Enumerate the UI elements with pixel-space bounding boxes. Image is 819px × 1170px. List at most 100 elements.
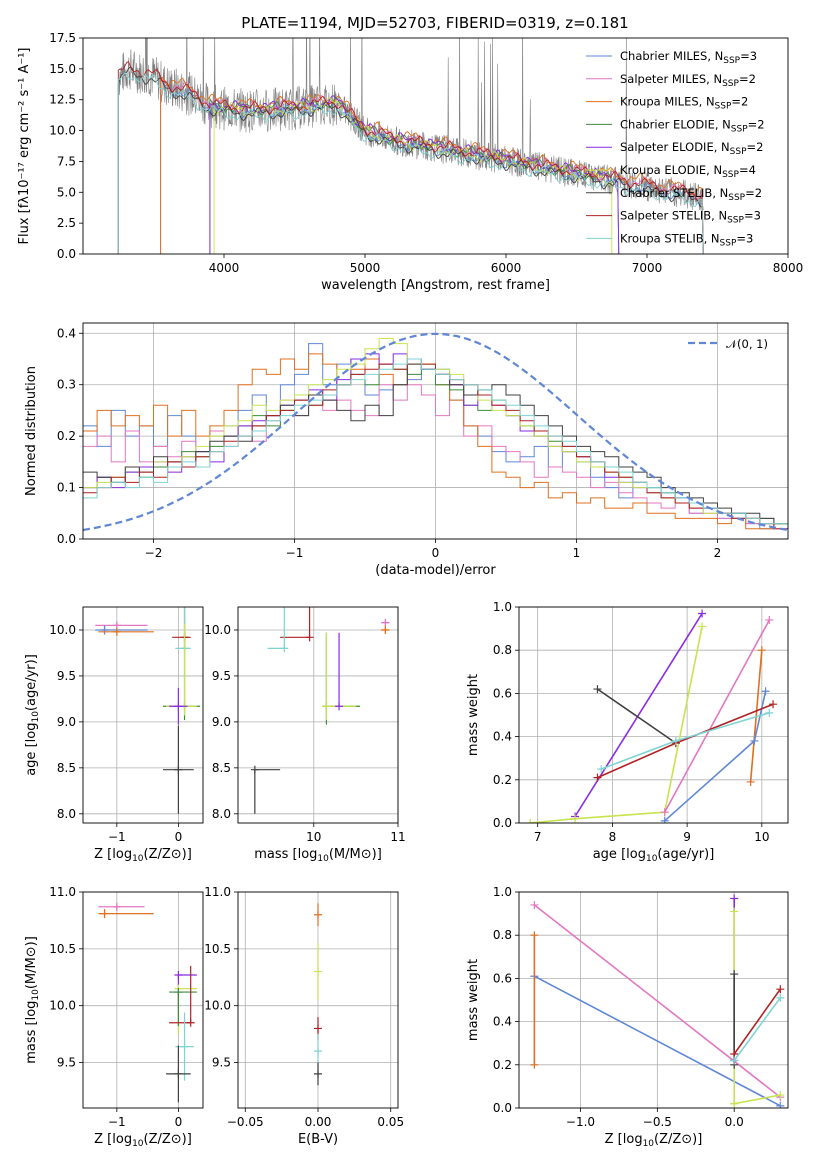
plot-area bbox=[314, 903, 322, 1086]
y-axis-label: mass weight bbox=[466, 674, 481, 756]
legend-label: Chabrier MILES, NSSP=3 bbox=[620, 49, 757, 66]
legend-label: Chabrier STELIB, NSSP=2 bbox=[620, 186, 762, 203]
y-tick-label: 0.4 bbox=[57, 326, 76, 340]
errorbar-marker bbox=[314, 910, 322, 919]
x-axis-label: mass [log10(M/M⊙)] bbox=[254, 847, 382, 864]
errorbar-marker bbox=[100, 625, 109, 634]
x-axis-label: E(B-V) bbox=[298, 1132, 338, 1147]
y-tick-label: 0.0 bbox=[493, 816, 512, 830]
x-axis-label: Z [log10(Z/Z⊙)] bbox=[94, 847, 192, 864]
y-tick-label: 0.1 bbox=[57, 481, 76, 495]
plot-area bbox=[526, 609, 778, 823]
x-axis-label: wavelength [Angstrom, rest frame] bbox=[321, 278, 550, 293]
errorbar-marker bbox=[174, 765, 183, 774]
weight-marker bbox=[746, 777, 755, 786]
x-tick-label: 8000 bbox=[773, 261, 804, 275]
y-tick-label: 15.0 bbox=[49, 62, 76, 76]
errorbar-marker bbox=[174, 988, 183, 997]
weight-marker bbox=[671, 736, 680, 745]
errorbar-marker bbox=[186, 1018, 195, 1027]
x-tick-label: 6000 bbox=[491, 261, 522, 275]
x-tick-label: −1 bbox=[108, 1115, 126, 1129]
spectrum-model bbox=[117, 66, 704, 254]
y-tick-label: 0.6 bbox=[493, 971, 512, 985]
legend-label: Salpeter STELIB, NSSP=3 bbox=[620, 209, 761, 226]
errorbar-marker bbox=[335, 702, 344, 711]
legend-label: Salpeter ELODIE, NSSP=2 bbox=[620, 140, 763, 157]
weight-line bbox=[534, 975, 781, 1107]
y-tick-label: 9.5 bbox=[212, 669, 231, 683]
axes-frame bbox=[82, 606, 204, 824]
weight-marker bbox=[597, 765, 606, 773]
weight-line bbox=[733, 988, 781, 1055]
weight-marker bbox=[530, 1060, 539, 1069]
histogram-step bbox=[83, 358, 788, 530]
x-axis-label: (data-model)/error bbox=[375, 563, 496, 578]
y-tick-label: 8.0 bbox=[57, 807, 76, 821]
y-tick-label: 0.3 bbox=[57, 378, 76, 392]
weight-marker bbox=[769, 700, 778, 709]
weight-marker bbox=[530, 900, 539, 909]
x-axis-label: Z [log10(Z/Z⊙)] bbox=[94, 1132, 192, 1149]
x-tick-label: 0.00 bbox=[305, 1115, 332, 1129]
weight-marker bbox=[698, 609, 707, 618]
y-tick-label: 9.5 bbox=[212, 1056, 231, 1070]
y-tick-label: 10.0 bbox=[204, 999, 231, 1013]
axes-frame bbox=[82, 37, 789, 255]
legend-label: Chabrier ELODIE, NSSP=2 bbox=[620, 117, 765, 134]
x-tick-label: 9 bbox=[683, 830, 691, 844]
y-tick-label: 0.0 bbox=[493, 1101, 512, 1115]
y-tick-label: 10.5 bbox=[204, 942, 231, 956]
weight-marker bbox=[730, 970, 739, 979]
weight-line bbox=[597, 703, 774, 779]
chart-mass_vs_EBV: −0.05 0.00 0.05 9.5 10.0 10.5 11.0 E(B-V) bbox=[204, 885, 404, 1147]
errorbar-marker bbox=[314, 1024, 322, 1033]
y-tick-label: 10.5 bbox=[49, 942, 76, 956]
x-tick-label: −0.05 bbox=[227, 1115, 264, 1129]
y-tick-label: 2.5 bbox=[57, 216, 76, 230]
y-tick-label: 0.8 bbox=[493, 643, 512, 657]
x-tick-label: 8 bbox=[609, 830, 617, 844]
errorbar-marker bbox=[174, 1069, 183, 1078]
figure-title: PLATE=1194, MJD=52703, FIBERID=0319, z=0… bbox=[241, 14, 628, 32]
plot-area bbox=[530, 894, 785, 1108]
weight-marker bbox=[660, 816, 669, 823]
plot-area bbox=[98, 902, 197, 1103]
chart-age_vs_Z: −1 0 8.0 8.5 9.0 9.5 10.0 Z [log10(Z/Z⊙)] age [l… bbox=[24, 606, 204, 864]
plot-area bbox=[117, 38, 704, 254]
errorbar-marker bbox=[112, 902, 121, 911]
y-axis-label: Flux [fλ10⁻¹⁷ erg cm⁻² s⁻¹ A⁻¹] bbox=[17, 48, 32, 245]
y-axis-label: age [log10(age/yr)] bbox=[24, 654, 41, 776]
y-tick-label: 9.5 bbox=[57, 1056, 76, 1070]
errorbar-marker bbox=[322, 702, 331, 711]
errorbar-marker bbox=[112, 627, 121, 636]
x-axis-label: Z [log10(Z/Z⊙)] bbox=[605, 1132, 703, 1149]
x-tick-label: 7 bbox=[534, 830, 542, 844]
chart-mass_weight_vs_Z: −1.0 −0.5 0.0 0.0 0.2 0.4 0.6 0.8 1.0 Z [log10(Z/… bbox=[466, 885, 789, 1149]
errorbar-marker bbox=[381, 618, 390, 627]
histogram-step bbox=[83, 358, 788, 525]
weight-line bbox=[664, 691, 767, 822]
x-tick-label: 0 bbox=[175, 1115, 183, 1129]
y-tick-label: 0.8 bbox=[493, 928, 512, 942]
weight-marker bbox=[698, 622, 707, 631]
y-tick-label: 11.0 bbox=[204, 885, 231, 899]
legend-label: 𝒩(0, 1) bbox=[726, 337, 768, 351]
weight-marker bbox=[776, 993, 785, 1002]
x-tick-label: 10 bbox=[754, 830, 769, 844]
chart-spectrum: Chabrier MILES, NSSP=3 Salpeter MILES, NS… bbox=[17, 31, 804, 293]
spectrum-model bbox=[117, 72, 704, 254]
errorbar-marker bbox=[100, 909, 109, 918]
axes-frame bbox=[518, 606, 789, 824]
plot-area bbox=[83, 332, 788, 532]
legend-label: Kroupa ELODIE, NSSP=4 bbox=[620, 163, 756, 180]
weight-line bbox=[574, 613, 703, 817]
weight-marker bbox=[526, 819, 535, 823]
spectrum-model bbox=[117, 60, 704, 254]
errorbar-marker bbox=[174, 970, 183, 979]
weight-marker bbox=[730, 907, 739, 916]
y-tick-label: 0.2 bbox=[493, 773, 512, 787]
errorbar-marker bbox=[174, 702, 183, 711]
weight-marker bbox=[776, 1091, 785, 1100]
